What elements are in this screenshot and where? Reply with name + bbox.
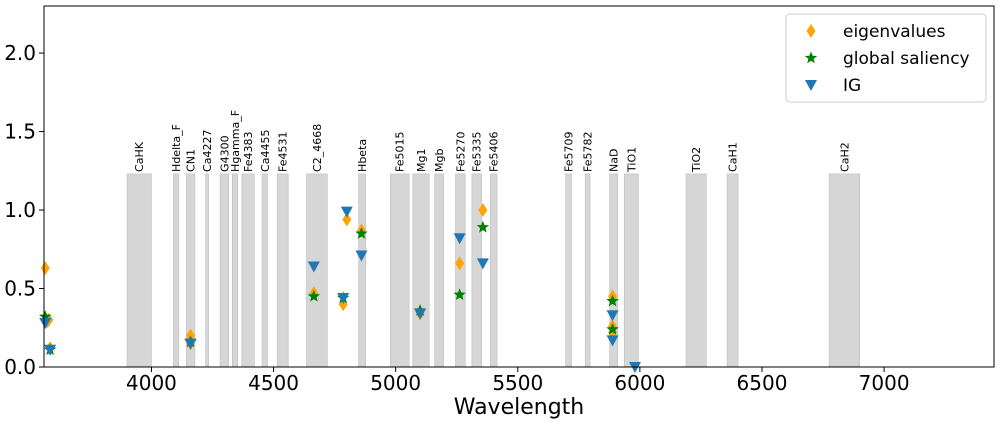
band-fe5015 — [389, 173, 410, 368]
band-tio1 — [623, 173, 639, 368]
data-point — [476, 258, 489, 270]
y-axis: 0.0 0.5 1.0 1.5 2.0 — [4, 41, 44, 379]
band-label: CaH2 — [838, 142, 851, 172]
band-hbeta — [358, 173, 366, 368]
legend-label: IG — [843, 76, 861, 96]
data-point — [342, 212, 352, 227]
band-label: CN1 — [185, 149, 198, 172]
band-label: C2_4668 — [311, 124, 324, 172]
data-point — [39, 310, 52, 323]
band-label: Fe5335 — [471, 131, 484, 171]
x-tick-label: 6000 — [614, 371, 665, 395]
data-point — [455, 256, 465, 271]
data-point — [340, 206, 353, 218]
band-fe5782 — [584, 173, 591, 368]
band-cah2 — [828, 173, 860, 368]
data-point — [476, 220, 490, 233]
data-point — [40, 261, 50, 276]
data-point — [606, 294, 619, 307]
absorption-bands — [126, 173, 860, 368]
band-label: Hbeta — [356, 139, 369, 172]
band-label: Fe4383 — [242, 131, 255, 172]
band-fe5270 — [455, 173, 466, 368]
data-point — [606, 310, 619, 322]
legend-label: eigenvalues — [843, 22, 946, 42]
legend-box — [785, 13, 987, 103]
band-ca4455 — [261, 173, 268, 368]
y-tick-label: 1.5 — [4, 120, 36, 144]
band-label: Mg1 — [415, 148, 428, 171]
band-label: NaD — [608, 148, 621, 171]
band-label: Fe5270 — [454, 131, 467, 172]
band-label: Ca4227 — [201, 130, 214, 172]
legend-label: global saliency — [843, 49, 970, 69]
x-tick-label: 5500 — [492, 371, 543, 395]
y-tick-label: 0.0 — [4, 355, 36, 379]
y-tick-label: 0.5 — [4, 277, 36, 301]
band-hgamma-f — [231, 173, 238, 368]
band-cahk — [126, 173, 152, 368]
data-point — [307, 261, 320, 273]
legend-marker — [805, 80, 817, 91]
data-point — [606, 322, 619, 335]
x-tick-label: 4000 — [126, 371, 177, 395]
x-tick-label: 4500 — [248, 371, 299, 395]
band-fe5709 — [565, 173, 572, 368]
data-point — [453, 288, 466, 301]
band-fe4383 — [241, 173, 255, 368]
data-point — [337, 292, 350, 304]
legend-marker — [806, 24, 816, 38]
band-c2-4668 — [306, 173, 328, 368]
data-point — [355, 250, 368, 262]
x-tick-label: 6500 — [737, 371, 788, 395]
x-tick-label: 7000 — [859, 371, 910, 395]
data-point — [453, 233, 466, 245]
band-fe5335 — [471, 173, 482, 368]
series-global-saliency — [39, 220, 619, 355]
data-point — [39, 318, 52, 330]
data-point — [184, 338, 197, 350]
band-label: CaH1 — [727, 142, 740, 172]
band-mgb — [434, 173, 444, 368]
data-points — [39, 203, 642, 373]
band-ca4227 — [205, 173, 209, 368]
band-label: Fe5015 — [394, 131, 407, 172]
band-label: Mgb — [433, 148, 446, 171]
band-label: TiO1 — [625, 147, 638, 173]
band-fe5406 — [489, 173, 498, 368]
band-label: Hdelta_F — [170, 124, 183, 172]
band-hdelta-f — [173, 173, 180, 368]
band-label: G4300 — [218, 135, 231, 172]
band-fe4531 — [276, 173, 289, 368]
x-axis: 4000 4500 5000 5500 6000 6500 7000 — [126, 367, 910, 395]
band-label: Ca4455 — [259, 130, 272, 172]
band-label: Fe4531 — [277, 131, 290, 172]
band-label: CaHK — [133, 141, 146, 172]
band-tio2 — [685, 173, 707, 368]
band-label: Fe5406 — [488, 131, 501, 172]
band-label: TiO2 — [690, 147, 703, 173]
x-axis-title: Wavelength — [454, 395, 585, 420]
band-label: Fe5709 — [563, 131, 576, 172]
band-label: Hgamma_F — [229, 110, 242, 172]
legend-marker — [804, 51, 818, 64]
y-tick-label: 1.0 — [4, 198, 36, 222]
band-label: Fe5782 — [582, 131, 595, 172]
data-point — [307, 289, 321, 302]
y-tick-label: 2.0 — [4, 41, 36, 65]
band-g4300 — [219, 173, 229, 368]
x-tick-label: 5000 — [370, 371, 421, 395]
legend: eigenvalues global saliency IG — [785, 13, 987, 103]
plot-frame — [43, 5, 995, 368]
data-point — [355, 227, 368, 239]
band-mg1 — [412, 173, 430, 368]
band-cah1 — [726, 173, 739, 368]
data-point — [478, 203, 488, 218]
data-point — [414, 308, 427, 320]
data-point — [44, 344, 57, 356]
data-point — [606, 335, 619, 347]
